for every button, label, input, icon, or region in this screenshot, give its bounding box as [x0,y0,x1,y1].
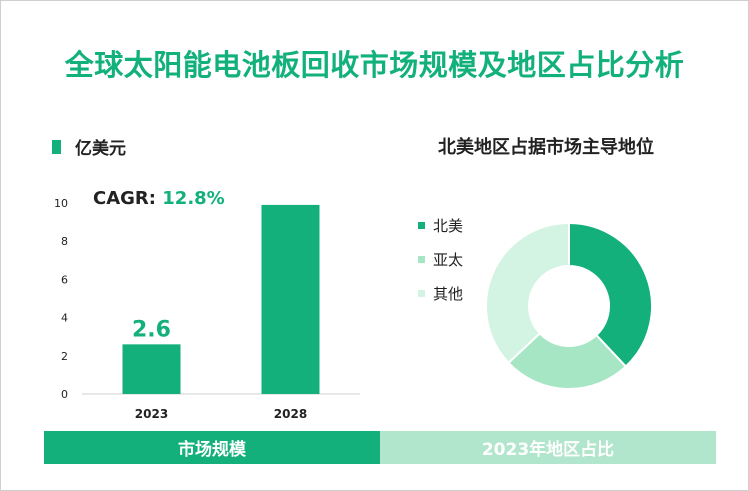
cagr-value: 12.8% [162,188,225,209]
legend-label: 亚太 [433,250,464,269]
legend-item: 北美 [418,208,463,242]
donut-title: 北美地区占据市场主导地位 [438,137,654,158]
donut-legend: 北美 亚太 其他 [418,208,463,310]
legend-item: 其他 [418,276,463,310]
bar-legend-label: 亿美元 [75,139,126,159]
footer-market-size: 市场规模 [44,431,380,464]
bar-legend-swatch [52,139,61,154]
page-title: 全球太阳能电池板回收市场规模及地区占比分析 [64,48,685,82]
bar-legend: 亿美元 [52,134,126,159]
cagr-annotation: CAGR: 12.8% [93,188,225,209]
legend-label: 其他 [433,284,464,303]
legend-label: 北美 [433,216,464,235]
legend-swatch [418,255,425,263]
legend-swatch [418,289,425,297]
footer-region-share: 2023年地区占比 [380,431,716,464]
legend-swatch [418,221,425,229]
cagr-label: CAGR: [93,188,156,209]
legend-item: 亚太 [418,242,463,276]
